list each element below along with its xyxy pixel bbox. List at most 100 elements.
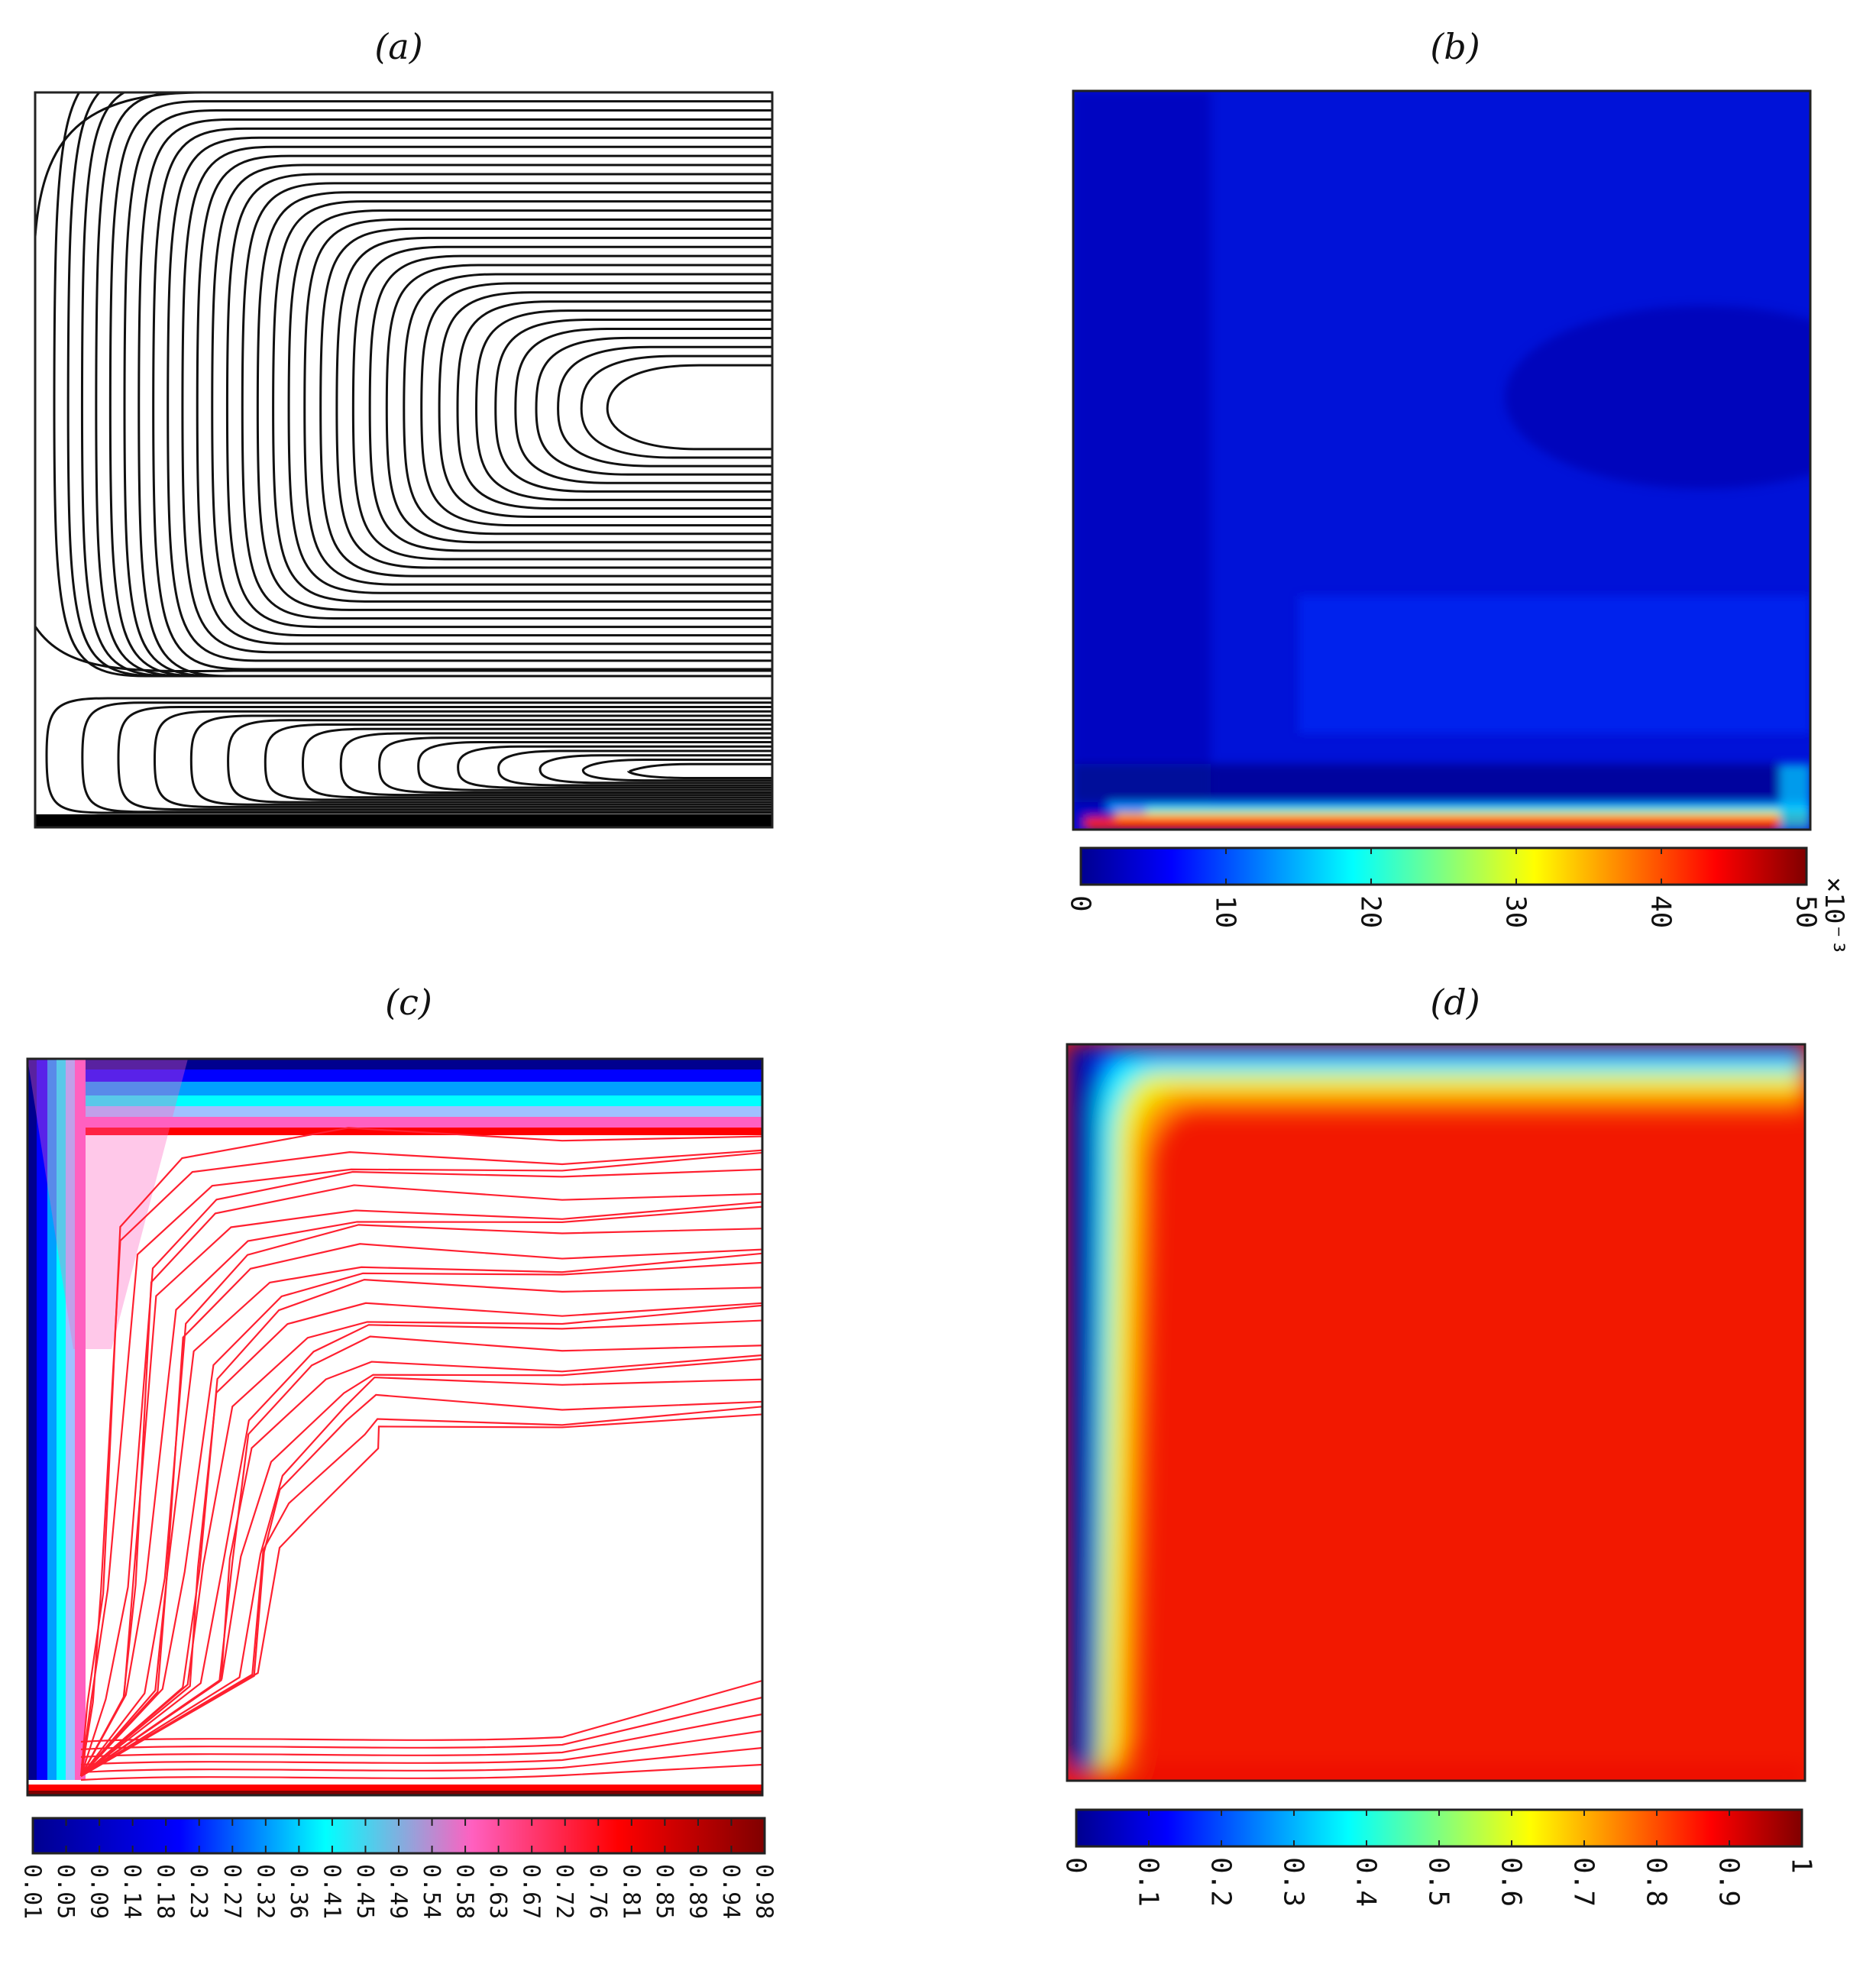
left-band <box>57 1059 66 1780</box>
contour-line <box>80 1763 762 1781</box>
panel-c-colorbar-ticks: 0.01 0.05 0.09 0.14 0.18 0.23 0.27 0.32 0.36 0.41… <box>19 1818 778 1919</box>
colorbar-tick-label: 0.5 <box>1422 1857 1454 1907</box>
left-band <box>47 1059 57 1780</box>
colorbar-tick-label: 0.81 <box>617 1864 644 1919</box>
colorbar-tick-label: 40 <box>1645 895 1676 928</box>
panel-b-frame <box>1072 89 1812 831</box>
panel-b-wall-band-red <box>1085 817 1810 830</box>
panel-b-colorbar-ticks: 0 10 20 30 40 50 <box>1064 848 1821 928</box>
colorbar-tick-label: 0.58 <box>451 1864 478 1919</box>
streamline <box>494 319 772 493</box>
streamline <box>272 200 772 603</box>
panel-b-plot: 0 10 20 30 40 50 ×10⁻³ <box>1064 89 1849 955</box>
colorbar-tick-label: 50 <box>1790 895 1821 928</box>
panel-c-boundary-bands <box>27 1059 762 1795</box>
streamline <box>580 354 772 459</box>
colorbar-tick-label: 0.09 <box>86 1864 112 1919</box>
top-band <box>73 1082 762 1095</box>
streamline <box>606 364 772 451</box>
streamline <box>95 92 772 678</box>
contour-line <box>80 1376 762 1777</box>
contour-line <box>80 1696 762 1751</box>
colorbar-tick-label: 0.32 <box>251 1864 278 1919</box>
contour-line <box>80 1713 762 1759</box>
contour-line <box>80 1335 762 1777</box>
streamline <box>123 109 772 678</box>
panel-d-frame <box>1066 1043 1806 1782</box>
streamline <box>287 209 772 594</box>
streamline <box>196 154 772 646</box>
colorbar-tick-label: 0 <box>1059 1857 1091 1874</box>
contour-line <box>80 1393 762 1777</box>
panel-b-wall-band-cyan <box>1146 808 1810 814</box>
panel-b-lighter-lower-region <box>1299 596 1810 733</box>
colorbar-tick-label: 0.2 <box>1205 1857 1236 1907</box>
colorbar-tick-label: 0.4 <box>1350 1857 1381 1907</box>
streamline <box>351 245 772 561</box>
colorbar-tick-label: 0.23 <box>185 1864 212 1919</box>
colorbar-tick-label: 0.01 <box>19 1864 46 1919</box>
top-band <box>73 1059 762 1069</box>
panel-d-corner-dark <box>1067 1044 1098 1781</box>
streamline <box>403 273 772 536</box>
panel-b-label: (b) <box>1430 26 1480 67</box>
corner-blend <box>27 1059 188 1349</box>
streamline <box>438 291 772 519</box>
panel-d-bottom-wall <box>1067 1771 1805 1781</box>
streamline <box>385 264 772 544</box>
panel-a-streamlines <box>35 92 772 814</box>
contour-line <box>80 1357 762 1777</box>
colorbar-tick-label: 0.89 <box>684 1864 710 1919</box>
streamline <box>301 727 772 799</box>
streamline <box>497 749 772 787</box>
colorbar-tick-label: 0.18 <box>152 1864 179 1919</box>
colorbar-tick-label: 0.9 <box>1713 1857 1744 1907</box>
panel-b-wall-band-yellow <box>1115 813 1810 819</box>
colorbar-tick-label: 0.49 <box>385 1864 412 1919</box>
streamline <box>153 710 772 808</box>
colorbar-tick-label: 0.36 <box>285 1864 312 1919</box>
streamline <box>335 236 772 569</box>
panel-a-frame <box>34 91 774 829</box>
panel-d-label: (d) <box>1430 982 1480 1023</box>
colorbar-tick-label: 0.63 <box>484 1864 511 1919</box>
colorbar-tick-label: 0.3 <box>1277 1857 1308 1907</box>
streamline <box>189 714 772 806</box>
panel-c-plot: 0.01 0.05 0.09 0.14 0.18 0.23 0.27 0.32 0.36 0.41… <box>19 1057 778 1919</box>
panel-a-background <box>35 92 772 827</box>
streamline <box>457 745 772 789</box>
streamline <box>420 282 772 527</box>
colorbar-tick-label: 0.27 <box>218 1864 245 1919</box>
contour-line <box>80 1201 762 1777</box>
contour-line <box>79 1127 762 1777</box>
streamline <box>339 732 772 797</box>
panel-b-near-wall-dark <box>1073 764 1810 802</box>
panel-b-colorbar-multiplier: ×10⁻³ <box>1819 877 1849 955</box>
top-band <box>73 1106 762 1117</box>
colorbar-tick-label: 0.41 <box>318 1864 344 1919</box>
streamline <box>539 754 772 785</box>
top-band <box>73 1095 762 1106</box>
streamline <box>167 136 772 662</box>
streamline <box>35 626 772 673</box>
contour-line <box>79 1151 762 1777</box>
panel-d-plot: 0 0.1 0.2 0.3 0.4 0.5 0.6 0.7 0.8 0.9 1 <box>1059 1043 1816 1907</box>
contour-line <box>80 1302 762 1777</box>
top-band <box>73 1117 762 1128</box>
streamline <box>417 741 772 791</box>
colorbar-tick-label: 20 <box>1354 895 1386 928</box>
contour-line <box>79 1168 762 1777</box>
streamline <box>368 254 772 552</box>
colorbar-tick-label: 0.14 <box>118 1864 145 1919</box>
panel-c-interior-contours <box>79 1127 762 1781</box>
contour-line <box>80 1261 762 1777</box>
left-band <box>37 1059 47 1780</box>
streamline <box>557 345 772 468</box>
streamline <box>108 100 772 678</box>
panel-b-right-wall-hot <box>1780 764 1810 830</box>
top-band <box>73 1069 762 1082</box>
streamline <box>264 723 772 801</box>
colorbar-tick-label: 10 <box>1209 895 1240 928</box>
streamline <box>581 759 772 782</box>
